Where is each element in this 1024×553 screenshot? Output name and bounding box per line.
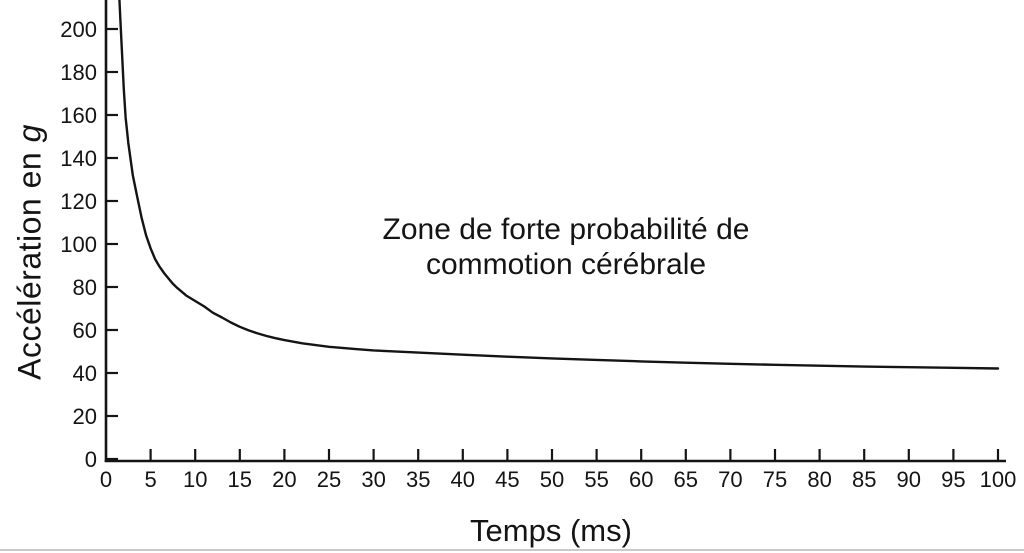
x-tick-label: 30 — [361, 467, 385, 492]
x-tick-label: 0 — [100, 467, 112, 492]
x-tick-label: 40 — [451, 467, 475, 492]
x-tick-label: 65 — [674, 467, 698, 492]
y-axis-title: Accélération en g — [12, 124, 49, 380]
x-tick-label: 60 — [629, 467, 653, 492]
y-tick-label: 100 — [60, 232, 97, 257]
x-tick-label: 20 — [272, 467, 296, 492]
y-tick-label: 140 — [60, 146, 97, 171]
x-tick-label: 85 — [852, 467, 876, 492]
x-tick-label: 5 — [144, 467, 156, 492]
y-tick-label: 20 — [73, 404, 97, 429]
x-tick-label: 50 — [540, 467, 564, 492]
y-tick-label: 160 — [60, 103, 97, 128]
x-tick-label: 25 — [317, 467, 341, 492]
y-axis-title-text: Accélération en — [11, 142, 48, 380]
y-axis-title-unit: g — [11, 124, 48, 143]
x-tick-label: 75 — [763, 467, 787, 492]
x-tick-label: 55 — [584, 467, 608, 492]
scan-artifact-line — [0, 549, 1024, 551]
zone-annotation: Zone de forte probabilité de commotion c… — [382, 213, 750, 281]
x-tick-label: 80 — [807, 467, 831, 492]
y-tick-label: 80 — [73, 275, 97, 300]
x-tick-label: 100 — [980, 467, 1017, 492]
y-tick-label: 40 — [73, 361, 97, 386]
x-tick-label: 15 — [228, 467, 252, 492]
x-tick-label: 35 — [406, 467, 430, 492]
y-tick-label: 180 — [60, 60, 97, 85]
x-tick-label: 10 — [183, 467, 207, 492]
x-tick-label: 45 — [495, 467, 519, 492]
x-tick-label: 95 — [941, 467, 965, 492]
y-tick-label: 120 — [60, 189, 97, 214]
x-tick-label: 90 — [897, 467, 921, 492]
x-axis-title: Temps (ms) — [470, 513, 632, 548]
x-tick-label: 70 — [718, 467, 742, 492]
tolerance-curve-path — [118, 0, 1000, 370]
y-tick-label: 0 — [85, 447, 97, 472]
y-tick-label: 200 — [60, 17, 97, 42]
y-tick-label: 60 — [73, 318, 97, 343]
